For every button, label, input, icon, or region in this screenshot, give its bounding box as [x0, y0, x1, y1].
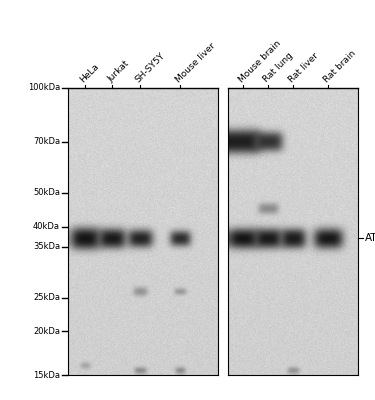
Text: 35kDa: 35kDa: [33, 242, 60, 251]
Text: 20kDa: 20kDa: [33, 327, 60, 336]
Text: Mouse liver: Mouse liver: [174, 41, 217, 84]
Text: ATF5: ATF5: [365, 234, 375, 244]
Text: Jurkat: Jurkat: [106, 59, 130, 84]
Text: SH-SY5Y: SH-SY5Y: [134, 51, 167, 84]
Text: 25kDa: 25kDa: [33, 293, 60, 302]
Text: 100kDa: 100kDa: [28, 84, 60, 92]
Text: 70kDa: 70kDa: [33, 138, 60, 146]
Text: Rat lung: Rat lung: [262, 51, 295, 84]
Text: Mouse brain: Mouse brain: [237, 38, 282, 84]
Text: HeLa: HeLa: [79, 62, 101, 84]
Text: 40kDa: 40kDa: [33, 222, 60, 231]
Text: Rat liver: Rat liver: [286, 51, 320, 84]
Text: 15kDa: 15kDa: [33, 370, 60, 380]
Text: 50kDa: 50kDa: [33, 188, 60, 197]
Text: Rat brain: Rat brain: [322, 48, 357, 84]
